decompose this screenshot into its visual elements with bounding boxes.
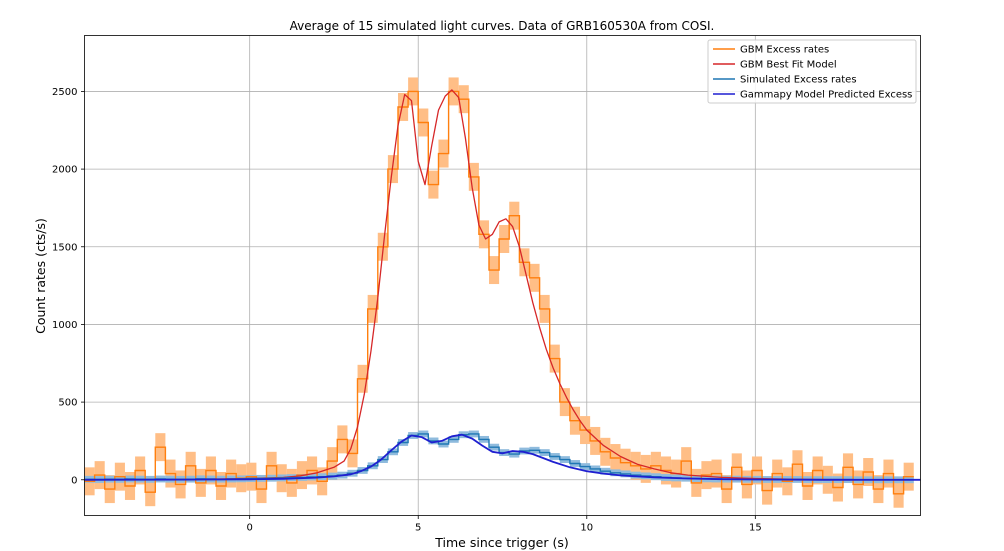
legend-label: Simulated Excess rates [740,75,857,86]
axis-ticks: 0 5 10 15 0 500 1000 1500 2000 2500 [52,87,762,534]
legend-label: GBM Excess rates [740,45,829,56]
x-tick-label: 15 [749,523,762,534]
y-tick-label: 2500 [52,87,77,98]
y-tick-label: 1000 [52,320,77,331]
chart-title: Average of 15 simulated light curves. Da… [290,19,715,33]
legend-label: Gammapy Model Predicted Excess [740,90,912,101]
y-tick-label: 500 [58,398,77,409]
gammapy-model-line [84,433,921,481]
x-tick-label: 10 [580,523,593,534]
y-tick-label: 2000 [52,165,77,176]
series-lines [84,89,921,495]
y-axis-label: Count rates (cts/s) [33,218,48,334]
plot-frame [84,35,921,516]
gbm-excess-line [84,90,914,495]
y-tick-label: 1500 [52,242,77,253]
x-tick-label: 0 [246,523,252,534]
legend: GBM Excess rates GBM Best Fit Model Simula… [707,39,917,104]
x-axis-label: Time since trigger (s) [434,535,568,550]
y-tick-label: 0 [71,475,77,486]
gbm-model-line [84,89,921,481]
x-tick-label: 5 [415,523,421,534]
legend-frame [707,39,917,104]
legend-label: GBM Best Fit Model [740,60,837,71]
